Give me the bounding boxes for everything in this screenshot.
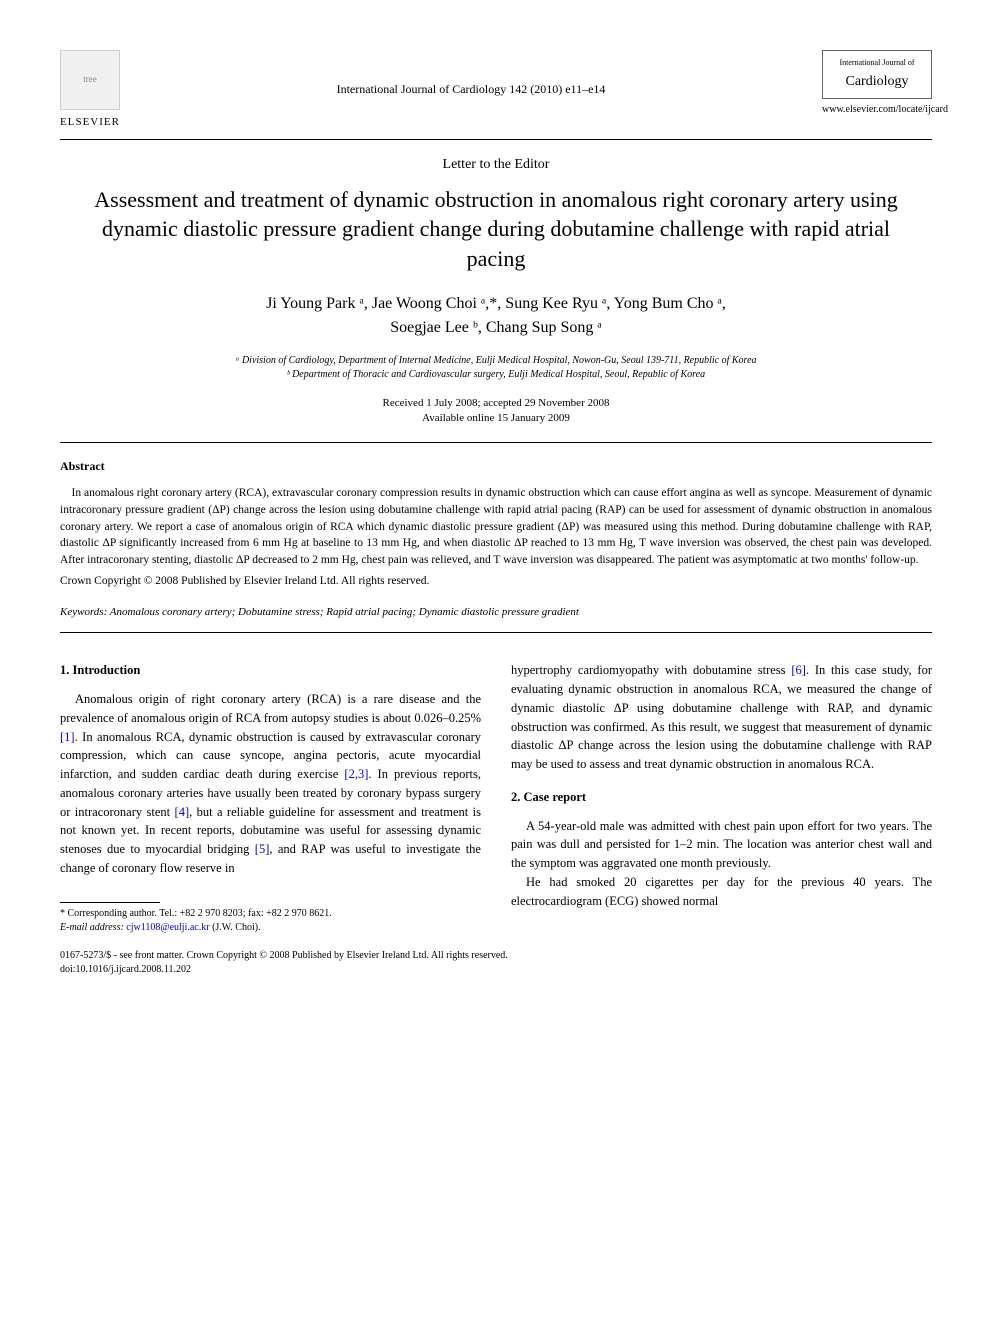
abstract-section: Abstract In anomalous right coronary art… bbox=[60, 457, 932, 590]
page-header: tree ELSEVIER International Journal of C… bbox=[60, 50, 932, 131]
ref-link-5[interactable]: [5] bbox=[255, 842, 270, 856]
intro-paragraph-2: hypertrophy cardiomyopathy with dobutami… bbox=[511, 661, 932, 774]
article-type: Letter to the Editor bbox=[60, 154, 932, 175]
publisher-logo: tree ELSEVIER bbox=[60, 50, 120, 131]
body-columns: 1. Introduction Anomalous origin of righ… bbox=[60, 661, 932, 934]
ref-link-4[interactable]: [4] bbox=[175, 805, 190, 819]
ref-link-1[interactable]: [1] bbox=[60, 730, 75, 744]
divider bbox=[60, 632, 932, 633]
ref-link-6[interactable]: [6] bbox=[791, 663, 806, 677]
case-paragraph-1: A 54-year-old male was admitted with che… bbox=[511, 817, 932, 873]
abstract-heading: Abstract bbox=[60, 457, 932, 475]
divider bbox=[60, 442, 932, 443]
corresponding-author-footnote: * Corresponding author. Tel.: +82 2 970 … bbox=[60, 907, 481, 935]
text-run: hypertrophy cardiomyopathy with dobutami… bbox=[511, 663, 791, 677]
ref-link-2-3[interactable]: [2,3] bbox=[344, 767, 368, 781]
affiliation-a: ᵃ Division of Cardiology, Department of … bbox=[60, 354, 932, 368]
available-online: Available online 15 January 2009 bbox=[60, 411, 932, 426]
text-run: . In this case study, for evaluating dyn… bbox=[511, 663, 932, 771]
left-column: 1. Introduction Anomalous origin of righ… bbox=[60, 661, 481, 934]
journal-cover: International Journal of Cardiology www.… bbox=[822, 50, 932, 117]
received-accepted: Received 1 July 2008; accepted 29 Novemb… bbox=[60, 396, 932, 411]
journal-supertitle: International Journal of bbox=[827, 57, 927, 69]
affiliation-b: ᵇ Department of Thoracic and Cardiovascu… bbox=[60, 368, 932, 382]
journal-title: Cardiology bbox=[827, 71, 927, 92]
footnote-corr: * Corresponding author. Tel.: +82 2 970 … bbox=[60, 907, 481, 921]
journal-reference: International Journal of Cardiology 142 … bbox=[120, 50, 822, 98]
keywords: Keywords: Anomalous coronary artery; Dob… bbox=[60, 604, 932, 621]
intro-paragraph-1: Anomalous origin of right coronary arter… bbox=[60, 690, 481, 878]
case-heading: 2. Case report bbox=[511, 788, 932, 807]
email-person: (J.W. Choi). bbox=[210, 922, 261, 933]
footer-copyright: 0167-5273/$ - see front matter. Crown Co… bbox=[60, 949, 932, 963]
affiliations: ᵃ Division of Cardiology, Department of … bbox=[60, 354, 932, 382]
authors-line2: Soegjae Lee ᵇ, Chang Sup Song ᵃ bbox=[390, 319, 602, 336]
footnote-rule bbox=[60, 902, 160, 903]
journal-url: www.elsevier.com/locate/ijcard bbox=[822, 102, 932, 117]
article-dates: Received 1 July 2008; accepted 29 Novemb… bbox=[60, 396, 932, 427]
abstract-text: In anomalous right coronary artery (RCA)… bbox=[60, 485, 932, 568]
page-footer: 0167-5273/$ - see front matter. Crown Co… bbox=[60, 949, 932, 977]
text-run: Anomalous origin of right coronary arter… bbox=[60, 692, 481, 725]
article-title: Assessment and treatment of dynamic obst… bbox=[80, 185, 912, 274]
footer-doi: doi:10.1016/j.ijcard.2008.11.202 bbox=[60, 963, 932, 977]
abstract-copyright: Crown Copyright © 2008 Published by Else… bbox=[60, 573, 932, 590]
elsevier-tree-icon: tree bbox=[60, 50, 120, 110]
authors-line1: Ji Young Park ᵃ, Jae Woong Choi ᵃ,*, Sun… bbox=[266, 295, 726, 312]
case-paragraph-2: He had smoked 20 cigarettes per day for … bbox=[511, 873, 932, 911]
authors: Ji Young Park ᵃ, Jae Woong Choi ᵃ,*, Sun… bbox=[60, 292, 932, 340]
publisher-name: ELSEVIER bbox=[60, 114, 120, 131]
divider bbox=[60, 139, 932, 140]
email-label: E-mail address: bbox=[60, 922, 124, 933]
intro-heading: 1. Introduction bbox=[60, 661, 481, 680]
right-column: hypertrophy cardiomyopathy with dobutami… bbox=[511, 661, 932, 934]
email-link[interactable]: cjw1108@eulji.ac.kr bbox=[126, 922, 209, 933]
